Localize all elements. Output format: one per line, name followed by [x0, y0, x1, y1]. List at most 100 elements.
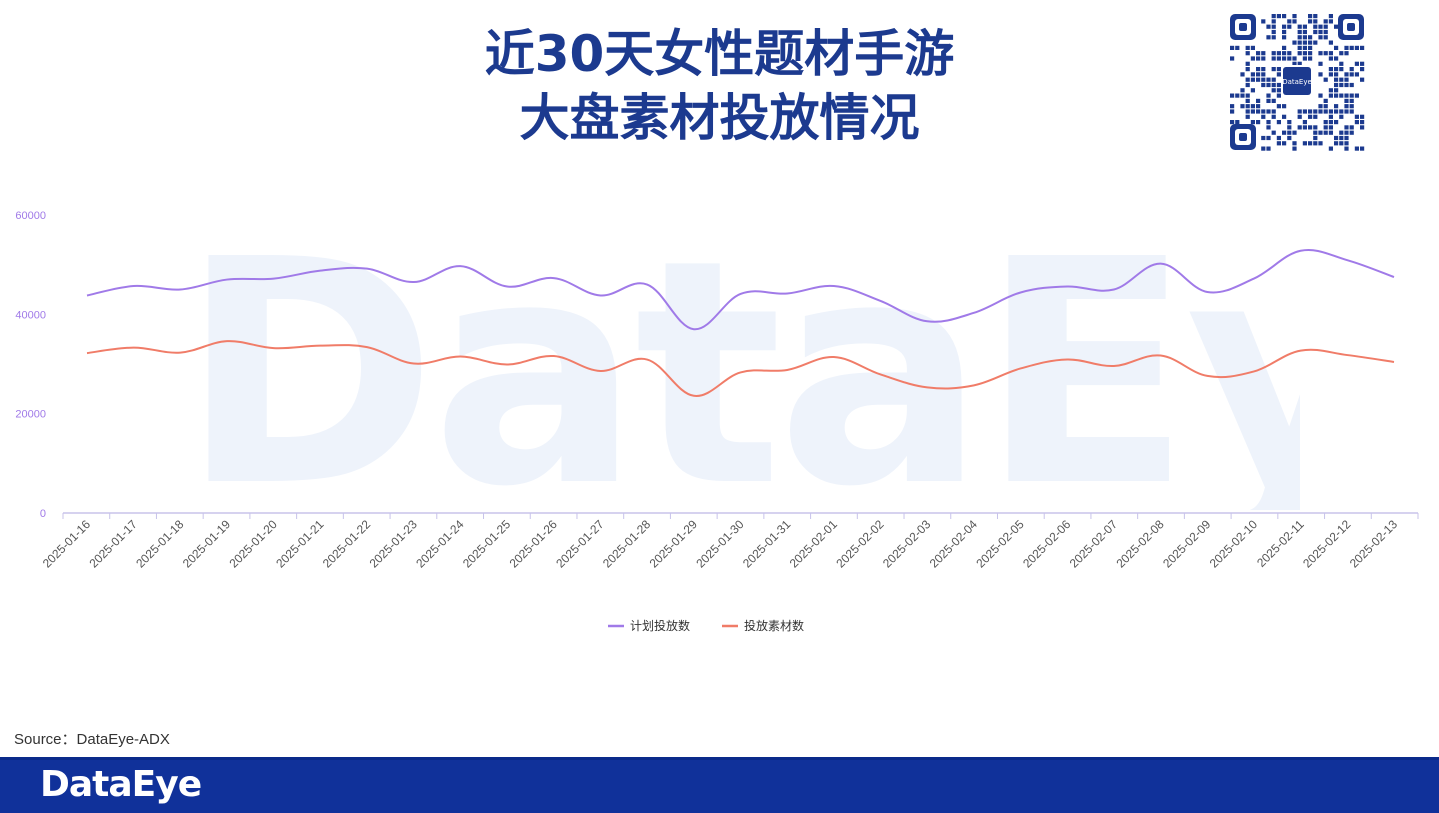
qr-module — [1360, 125, 1365, 130]
data-point — [1113, 288, 1115, 290]
qr-module — [1271, 35, 1276, 40]
qr-module — [1344, 104, 1349, 109]
qr-module — [1230, 120, 1235, 125]
legend-label: 计划投放数 — [630, 618, 690, 633]
x-tick-label: 2025-02-13 — [1347, 517, 1401, 571]
qr-center-label: DataEye — [1282, 78, 1312, 86]
qr-module — [1292, 61, 1297, 66]
x-tick-label: 2025-02-11 — [1254, 517, 1307, 570]
y-tick-label: 60000 — [15, 210, 46, 222]
qr-module — [1287, 135, 1292, 141]
qr-module — [1308, 56, 1313, 61]
qr-module — [1328, 93, 1333, 98]
qr-module — [1245, 82, 1250, 88]
qr-module — [1318, 72, 1323, 77]
qr-module — [1360, 120, 1365, 125]
qr-module — [1271, 77, 1276, 82]
qr-module — [1250, 72, 1255, 77]
qr-module — [1230, 45, 1235, 50]
qr-module — [1256, 72, 1261, 77]
qr-module — [1256, 51, 1261, 56]
qr-module — [1282, 141, 1287, 146]
qr-module — [1282, 35, 1287, 40]
x-tick-label: 2025-01-28 — [600, 517, 654, 571]
qr-module — [1328, 125, 1333, 130]
qr-module — [1354, 72, 1359, 77]
qr-module — [1287, 56, 1292, 61]
data-point — [973, 384, 975, 386]
qr-module — [1297, 40, 1302, 45]
data-point — [1346, 354, 1348, 356]
x-tick-label: 2025-02-01 — [787, 517, 841, 571]
qr-module — [1240, 104, 1245, 109]
qr-module — [1287, 120, 1292, 125]
qr-module — [1271, 14, 1276, 19]
qr-module — [1271, 88, 1276, 93]
qr-module — [1318, 109, 1323, 114]
qr-module — [1334, 88, 1339, 93]
qr-module — [1261, 82, 1266, 88]
qr-module — [1302, 45, 1307, 50]
qr-module — [1250, 56, 1255, 61]
qr-module — [1245, 98, 1250, 103]
y-axis: 0 20000 40000 60000 — [15, 210, 46, 520]
qr-module — [1349, 125, 1354, 130]
qr-module — [1344, 93, 1349, 98]
qr-module — [1276, 141, 1281, 146]
qr-module — [1276, 135, 1281, 141]
x-tick-label: 2025-02-04 — [927, 517, 981, 571]
qr-module — [1276, 88, 1281, 93]
series-layer — [86, 249, 1395, 397]
qr-module — [1261, 56, 1266, 61]
qr-module — [1250, 104, 1255, 109]
x-tick-label: 2025-01-18 — [133, 517, 187, 571]
data-point — [973, 312, 975, 314]
x-tick-label: 2025-02-02 — [833, 517, 887, 571]
qr-module — [1323, 24, 1328, 29]
data-point — [786, 369, 788, 371]
data-point — [506, 363, 508, 365]
qr-module — [1261, 67, 1266, 72]
qr-module — [1245, 67, 1250, 72]
qr-module — [1334, 120, 1339, 125]
qr-module — [1360, 77, 1365, 82]
x-tick-label: 2025-01-23 — [367, 517, 421, 571]
qr-module — [1230, 109, 1235, 114]
qr-module — [1360, 114, 1365, 119]
qr-module — [1256, 56, 1261, 61]
qr-module — [1245, 114, 1250, 119]
qr-module — [1276, 67, 1281, 72]
qr-module — [1302, 24, 1307, 29]
qr-center-logo — [1283, 67, 1311, 95]
qr-module — [1271, 56, 1276, 61]
qr-module — [1271, 29, 1276, 35]
qr-module — [1323, 35, 1328, 40]
qr-module — [1266, 120, 1271, 125]
qr-module — [1344, 135, 1349, 141]
x-tick-label: 2025-02-08 — [1113, 517, 1167, 571]
data-point — [1019, 291, 1021, 293]
x-tick-label: 2025-01-29 — [647, 517, 701, 571]
qr-module — [1282, 114, 1287, 119]
data-point — [273, 277, 275, 279]
qr-module — [1344, 146, 1349, 151]
qr-module — [1230, 93, 1235, 98]
title-line-1: 近30天女性题材手游 — [484, 25, 955, 83]
qr-module — [1230, 56, 1235, 61]
qr-module — [1261, 146, 1266, 151]
qr-module — [1344, 125, 1349, 130]
x-tick-label: 2025-02-07 — [1067, 517, 1121, 571]
qr-module — [1282, 24, 1287, 29]
data-point — [739, 371, 741, 373]
data-point — [1066, 285, 1068, 287]
qr-module — [1256, 104, 1261, 109]
data-point — [226, 278, 228, 280]
qr-module — [1271, 109, 1276, 114]
data-point — [413, 362, 415, 364]
data-point — [693, 395, 695, 397]
qr-module — [1292, 130, 1297, 135]
qr-module — [1318, 29, 1323, 35]
data-point — [1159, 262, 1161, 264]
qr-module — [1308, 35, 1313, 40]
qr-module — [1328, 88, 1333, 93]
